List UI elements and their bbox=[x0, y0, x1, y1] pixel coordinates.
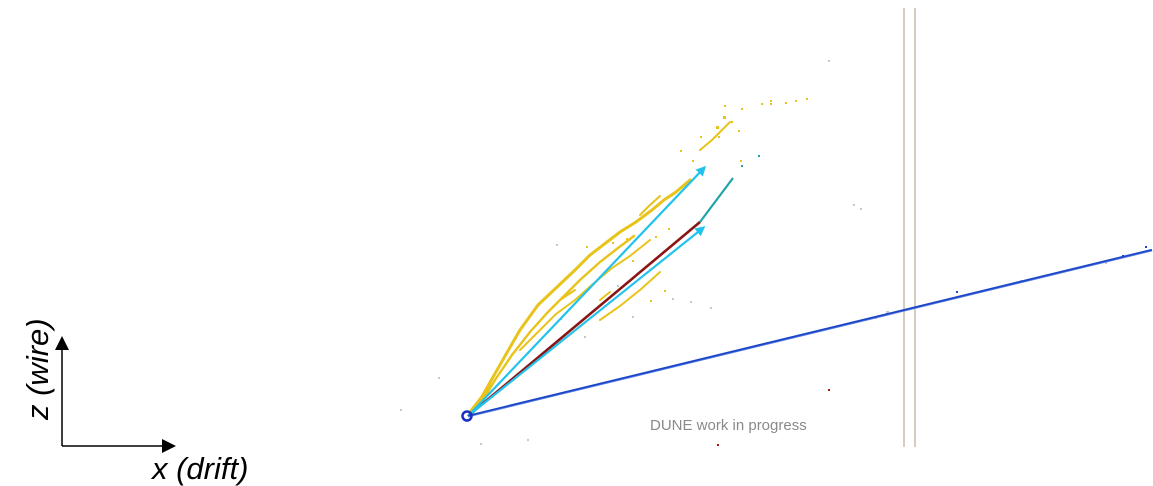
beam-track-line bbox=[467, 248, 1153, 418]
red-hits bbox=[717, 389, 830, 446]
beam-track bbox=[467, 246, 1153, 418]
reco-arrow-lower bbox=[467, 226, 706, 417]
axes-indicator bbox=[55, 336, 176, 453]
beam-track-halo bbox=[467, 250, 1153, 418]
shower-hits bbox=[468, 98, 808, 416]
reco-arrows bbox=[467, 165, 707, 417]
x-axis-label: x (drift) bbox=[152, 451, 249, 486]
central-track-tail bbox=[699, 177, 734, 223]
central-track bbox=[467, 155, 760, 417]
interaction-vertex bbox=[461, 410, 473, 422]
z-axis-label: z (wire) bbox=[20, 318, 55, 420]
watermark-text: DUNE work in progress bbox=[650, 417, 807, 434]
reco-arrow-upper bbox=[467, 165, 707, 417]
detector-boundary-lines bbox=[903, 8, 916, 447]
stray-hits bbox=[400, 60, 1107, 445]
